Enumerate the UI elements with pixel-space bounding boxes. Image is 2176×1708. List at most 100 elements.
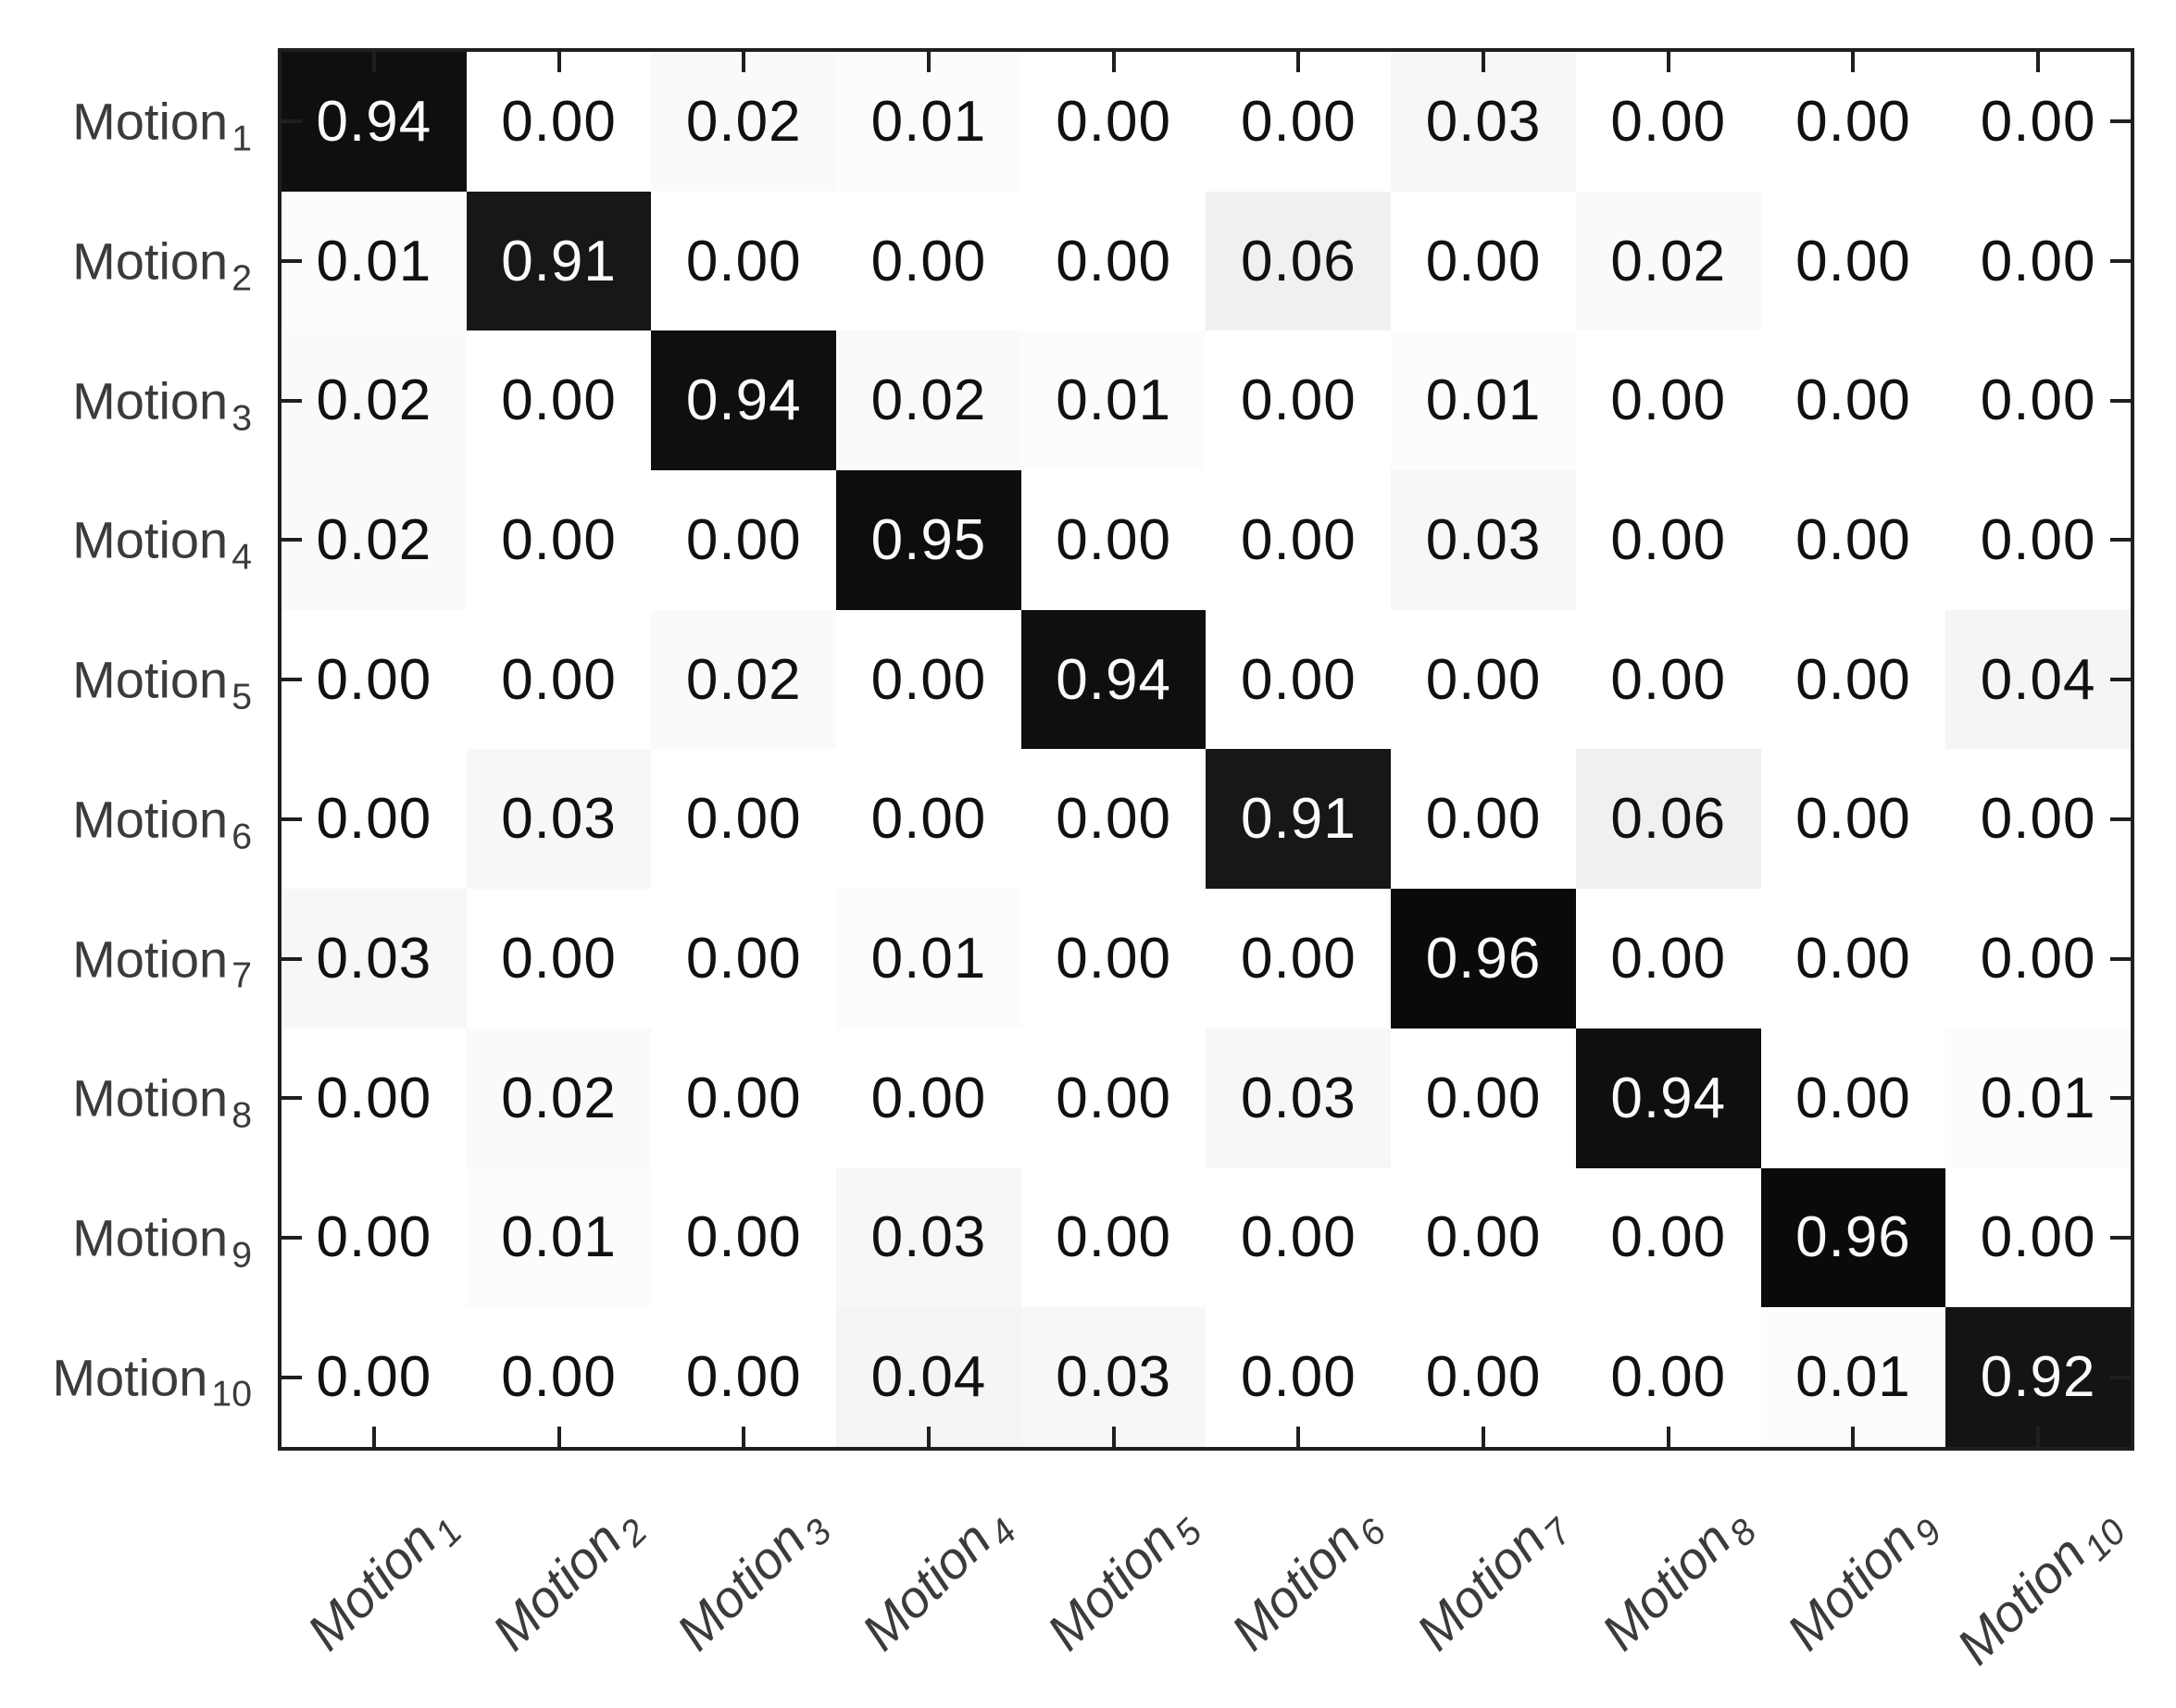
subscript: 5 xyxy=(231,677,252,717)
axis-tick xyxy=(2110,1096,2131,1101)
axis-tick xyxy=(1666,1427,1670,1447)
axis-tick xyxy=(281,259,302,264)
axis-tick xyxy=(281,119,302,124)
axis-tick xyxy=(281,1096,302,1101)
matrix-cell: 0.00 xyxy=(651,1307,837,1447)
axis-tick xyxy=(1482,52,1486,72)
axis-tick xyxy=(1111,52,1116,72)
subscript: 9 xyxy=(231,1235,252,1276)
matrix-cell: 0.00 xyxy=(1020,52,1207,192)
matrix-cell: 0.00 xyxy=(1760,191,1946,331)
matrix-cell: 0.01 xyxy=(281,191,467,331)
matrix-cell: 0.00 xyxy=(1760,330,1946,471)
matrix-cell: 0.02 xyxy=(651,609,837,750)
matrix-cell: 0.00 xyxy=(1760,470,1946,610)
matrix-cell: 0.00 xyxy=(1575,52,1761,192)
matrix-cell: 0.00 xyxy=(1760,52,1946,192)
matrix-cell: 0.00 xyxy=(1206,330,1392,471)
axis-tick xyxy=(2110,1235,2131,1240)
y-axis-label: Motion 8 xyxy=(72,1068,252,1136)
axis-tick xyxy=(2036,1427,2041,1447)
matrix-cell: 0.00 xyxy=(836,609,1021,750)
matrix-cell: 0.00 xyxy=(1760,1028,1946,1168)
matrix-cell: 0.00 xyxy=(1945,52,2131,192)
matrix-cell: 0.00 xyxy=(651,1167,837,1308)
x-axis-label: Motion9 xyxy=(1774,1492,1949,1662)
matrix-cell: 0.03 xyxy=(1020,1307,1207,1447)
subscript: 4 xyxy=(231,537,252,578)
matrix-cell: 0.03 xyxy=(836,1167,1021,1308)
matrix-cell: 0.00 xyxy=(281,609,467,750)
y-axis-label-text: Motion xyxy=(72,929,229,989)
axis-tick xyxy=(371,52,376,72)
matrix-cell: 0.94 xyxy=(1020,609,1207,750)
matrix-cell: 0.00 xyxy=(1020,1167,1207,1308)
axis-tick xyxy=(1111,1427,1116,1447)
y-axis-label-text: Motion xyxy=(72,371,229,430)
x-axis-label-text: Motion xyxy=(1035,1509,1187,1662)
subscript: 2 xyxy=(231,258,252,299)
matrix-cell: 0.02 xyxy=(1575,191,1761,331)
axis-tick xyxy=(1851,52,1856,72)
matrix-cell: 0.00 xyxy=(1945,470,2131,610)
y-axis-label: Motion 9 xyxy=(72,1207,252,1275)
matrix-cell: 0.00 xyxy=(466,52,652,192)
x-axis-label: Motion10 xyxy=(1945,1492,2133,1676)
matrix-cell: 0.00 xyxy=(651,749,837,890)
x-axis-label-text: Motion xyxy=(1219,1509,1372,1662)
axis-tick xyxy=(742,52,746,72)
axis-tick xyxy=(2110,398,2131,403)
subscript: 7 xyxy=(231,955,252,996)
matrix-cell: 0.00 xyxy=(1945,191,2131,331)
axis-tick xyxy=(926,1427,931,1447)
matrix-cell: 0.00 xyxy=(466,609,652,750)
x-axis-label: Motion6 xyxy=(1219,1492,1394,1662)
subscript: 8 xyxy=(231,1095,252,1136)
heatmap-plot-area: 0.94 0.00 0.02 0.01 0.00 0.00 0.03 0.00 0.00 0.00… xyxy=(278,48,2134,1451)
matrix-cell: 0.00 xyxy=(1575,609,1761,750)
axis-tick xyxy=(557,1427,561,1447)
matrix-cell: 0.96 xyxy=(1391,889,1576,1029)
matrix-cell: 0.02 xyxy=(466,1028,652,1168)
axis-tick xyxy=(742,1427,746,1447)
x-axis-label-text: Motion xyxy=(295,1509,447,1662)
matrix-cell: 0.94 xyxy=(651,330,837,471)
axis-tick xyxy=(926,52,931,72)
matrix-cell: 0.00 xyxy=(1020,1028,1207,1168)
matrix-cell: 0.91 xyxy=(466,191,652,331)
y-axis-label: Motion 1 xyxy=(72,92,252,159)
y-axis-label: Motion 10 xyxy=(52,1347,252,1415)
matrix-cell: 0.01 xyxy=(836,52,1021,192)
matrix-cell: 0.01 xyxy=(1945,1028,2131,1168)
matrix-cell: 0.00 xyxy=(1760,609,1946,750)
x-axis-label-text: Motion xyxy=(850,1509,1002,1662)
axis-tick xyxy=(2110,817,2131,821)
y-axis-label: Motion 3 xyxy=(72,370,252,438)
matrix-cell: 0.00 xyxy=(281,749,467,890)
matrix-cell: 0.00 xyxy=(1206,1167,1392,1308)
y-axis-label-text: Motion xyxy=(72,1068,229,1128)
axis-tick xyxy=(1482,1427,1486,1447)
x-axis-label-text: Motion xyxy=(1590,1509,1742,1662)
matrix-cell: 0.00 xyxy=(1391,1167,1576,1308)
matrix-cell: 0.03 xyxy=(1391,52,1576,192)
matrix-cell: 0.01 xyxy=(1760,1307,1946,1447)
heatmap-grid: 0.94 0.00 0.02 0.01 0.00 0.00 0.03 0.00 0.00 0.00… xyxy=(281,52,2131,1447)
axis-tick xyxy=(2110,678,2131,682)
y-axis-label: Motion 4 xyxy=(72,510,252,578)
x-axis-label-text: Motion xyxy=(1405,1509,1557,1662)
matrix-cell: 0.00 xyxy=(466,470,652,610)
axis-tick xyxy=(2110,119,2131,124)
matrix-cell: 0.00 xyxy=(1391,191,1576,331)
matrix-cell: 0.00 xyxy=(1206,609,1392,750)
matrix-cell: 0.00 xyxy=(1391,1307,1576,1447)
subscript: 3 xyxy=(231,398,252,438)
axis-tick xyxy=(281,1375,302,1379)
matrix-cell: 0.00 xyxy=(1575,1307,1761,1447)
axis-tick xyxy=(281,956,302,961)
matrix-cell: 0.00 xyxy=(1575,889,1761,1029)
matrix-cell: 0.00 xyxy=(1206,52,1392,192)
matrix-cell: 0.03 xyxy=(466,749,652,890)
matrix-cell: 0.00 xyxy=(836,191,1021,331)
